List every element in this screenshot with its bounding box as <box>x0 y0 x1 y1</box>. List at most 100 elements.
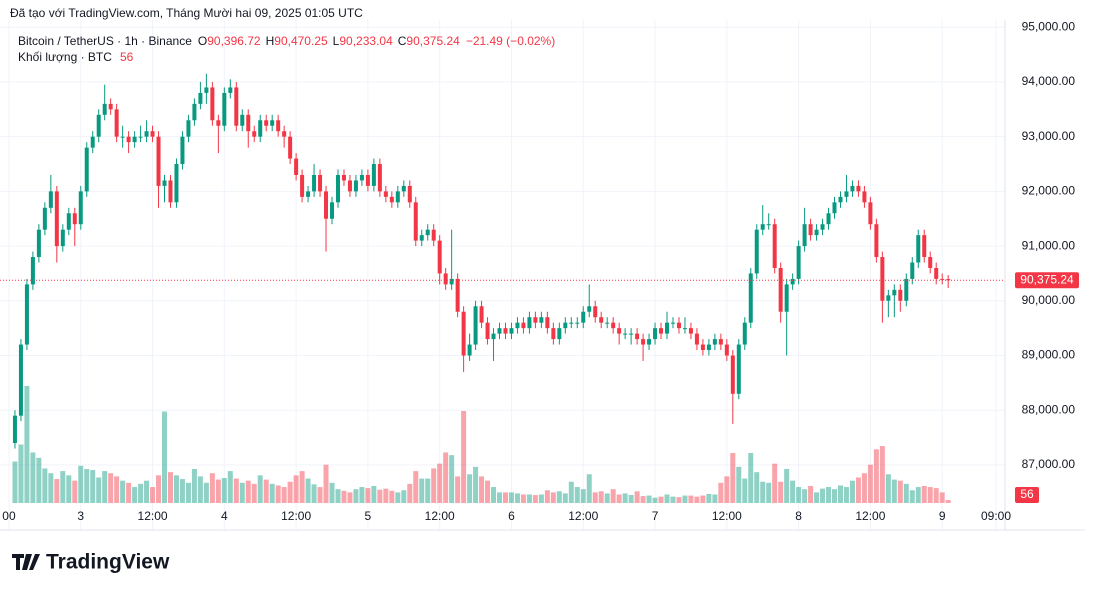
volume-bar <box>706 493 712 503</box>
volume-bar <box>927 487 933 503</box>
candle-body <box>898 289 903 301</box>
volume-bar <box>299 471 305 503</box>
volume-bar <box>407 483 413 503</box>
volume-bar <box>550 492 556 503</box>
candle-body <box>736 344 741 394</box>
volume-bar <box>562 493 568 503</box>
x-tick-label: 6 <box>508 509 515 523</box>
volume-bar <box>443 452 449 503</box>
volume-bar <box>233 478 239 503</box>
volume-bar <box>622 493 628 503</box>
volume-bar <box>305 478 311 503</box>
volume-bar <box>395 492 401 503</box>
volume-bar <box>682 495 688 503</box>
volume-bar <box>909 490 915 503</box>
x-tick-label: 9 <box>939 509 946 523</box>
candle-body <box>754 229 759 274</box>
volume-bar <box>508 492 514 503</box>
volume-bar <box>156 475 162 503</box>
candle-body <box>180 136 185 165</box>
volume-bar <box>132 487 138 503</box>
candle-body <box>479 306 484 323</box>
volume-bar <box>209 473 215 503</box>
candle-body <box>90 136 95 148</box>
x-tick-label: 12:00 <box>855 509 885 523</box>
volume-bar <box>36 457 42 503</box>
volume-bar <box>162 411 168 503</box>
candle-body <box>611 322 616 329</box>
candle-body <box>228 87 233 93</box>
volume-bar <box>365 488 371 503</box>
candle-body <box>844 191 849 197</box>
candle-body <box>359 174 364 181</box>
volume-bar <box>772 463 778 503</box>
candle-body <box>282 131 287 137</box>
candle-body <box>431 229 436 241</box>
volume-last-label: 56 <box>1020 487 1034 501</box>
volume-bar <box>580 489 586 503</box>
candle-body <box>84 147 89 192</box>
volume-bar <box>108 473 114 503</box>
candle-body <box>706 344 711 351</box>
volume-bar <box>479 476 485 503</box>
volume-bar <box>84 468 90 503</box>
y-tick-label: 89,000.00 <box>1022 348 1076 362</box>
volume-bar <box>96 477 102 503</box>
volume-bar <box>826 487 832 503</box>
volume-bar <box>712 494 718 503</box>
candle-body <box>467 344 472 356</box>
volume-bar <box>281 487 287 503</box>
volume-bar <box>604 493 610 503</box>
candle-body <box>688 328 693 334</box>
candle-body <box>18 344 23 416</box>
candle-body <box>252 131 257 137</box>
volume-bar <box>185 482 191 503</box>
candle-body <box>700 344 705 351</box>
volume-bar <box>754 472 760 503</box>
x-tick-label: 09:00 <box>981 509 1011 523</box>
candle-body <box>144 131 149 137</box>
candle-body <box>551 328 556 340</box>
volume-bar <box>78 465 84 503</box>
volume-bar <box>867 464 873 503</box>
candle-body <box>234 87 239 126</box>
candle-body <box>922 235 927 258</box>
volume-bar <box>179 479 185 503</box>
y-tick-label: 91,000.00 <box>1022 238 1076 252</box>
candle-body <box>335 174 340 203</box>
volume-bar <box>491 487 497 503</box>
candle-body <box>629 333 634 335</box>
candle-body <box>593 306 598 318</box>
candle-body <box>485 322 490 340</box>
volume-bar <box>114 476 120 503</box>
candle-body <box>389 196 394 203</box>
volume-bar <box>221 478 227 503</box>
volume-bar <box>730 453 736 503</box>
candle-body <box>156 136 161 186</box>
volume-bar <box>497 492 503 503</box>
volume-bar <box>353 489 359 503</box>
volume-bar <box>885 474 891 503</box>
high-label: H <box>266 34 275 48</box>
candle-body <box>306 191 311 197</box>
candle-body <box>258 120 263 137</box>
volume-box <box>1015 487 1039 503</box>
volume-bar <box>251 483 257 503</box>
candle-body <box>300 174 305 197</box>
candle-body <box>772 224 777 268</box>
candle-body <box>557 328 562 340</box>
candle-body <box>802 224 807 247</box>
candle-body <box>940 278 945 280</box>
volume-bar <box>317 487 323 503</box>
candle-body <box>72 213 77 225</box>
grid <box>0 20 1005 530</box>
candle-body <box>371 164 376 186</box>
volume-bar <box>467 474 473 503</box>
volume-bar <box>778 481 784 503</box>
volume-bar <box>897 480 903 503</box>
candle-body <box>246 114 251 132</box>
volume-bar <box>544 490 550 503</box>
candle-body <box>126 136 131 143</box>
candle-body <box>324 191 329 219</box>
